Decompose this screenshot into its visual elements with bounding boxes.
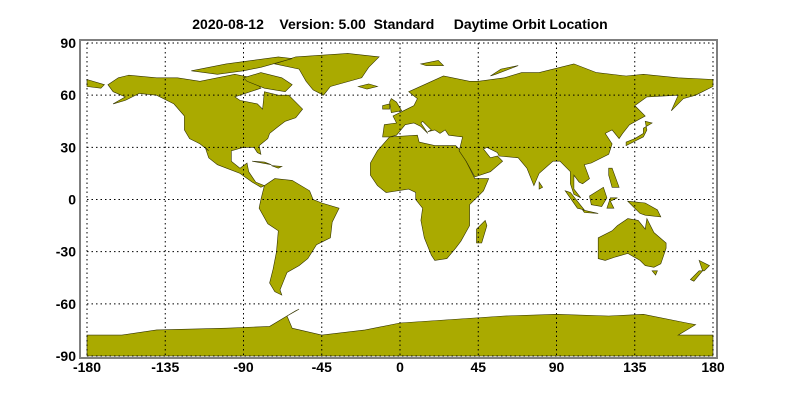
landmass-sumatra — [564, 190, 586, 211]
plot-frame — [79, 39, 718, 359]
landmass-greenland — [273, 53, 380, 96]
y-tick-label: -90 — [56, 348, 76, 364]
landmass-chukotka — [86, 79, 105, 89]
landmass-tasmania — [651, 270, 658, 276]
landmass-cuba — [252, 160, 272, 165]
landmass-novaya-zemlya — [490, 65, 519, 77]
landmass-philippines — [608, 167, 620, 188]
landmass-svalbard — [419, 60, 445, 66]
landmass-australia — [597, 217, 667, 268]
landmass-eurasia — [382, 63, 714, 199]
y-tick-label: 60 — [60, 87, 76, 103]
y-tick-label: 90 — [60, 35, 76, 51]
landmass-antarctica — [86, 308, 714, 357]
x-tick-label: -90 — [233, 359, 253, 375]
x-tick-label: 45 — [470, 359, 486, 375]
landmass-new-guinea — [626, 200, 662, 218]
y-tick-label: 0 — [68, 192, 76, 208]
landmass-iceland — [357, 83, 379, 90]
landmass-arctic-archipelago — [191, 56, 293, 75]
landmass-baffin-island — [242, 72, 293, 93]
landmass-africa — [370, 134, 490, 261]
x-tick-label: 90 — [549, 359, 565, 375]
x-tick-label: 135 — [623, 359, 647, 375]
landmass-sulawesi — [606, 197, 618, 209]
x-tick-label: -180 — [73, 359, 101, 375]
y-tick-label: -60 — [56, 296, 76, 312]
landmass-north-america — [107, 73, 304, 188]
landmass-sri-lanka — [538, 181, 544, 190]
landmass-borneo — [589, 186, 608, 207]
x-tick-label: -135 — [151, 359, 179, 375]
chart-title: 2020-08-12 Version: 5.00 Standard Daytim… — [192, 16, 608, 32]
landmass-new-zealand — [689, 259, 711, 282]
y-tick-label: 30 — [60, 139, 76, 155]
landmass-hispaniola — [271, 165, 283, 169]
landmass-japan — [625, 120, 653, 147]
landmass-java — [581, 209, 599, 214]
x-tick-label: 180 — [701, 359, 725, 375]
landmass-ireland — [382, 103, 390, 110]
landmass-madagascar — [476, 219, 488, 244]
x-tick-label: 0 — [396, 359, 404, 375]
landmass-south-america — [258, 178, 340, 296]
x-tick-label: -45 — [312, 359, 332, 375]
y-tick-label: -30 — [56, 244, 76, 260]
